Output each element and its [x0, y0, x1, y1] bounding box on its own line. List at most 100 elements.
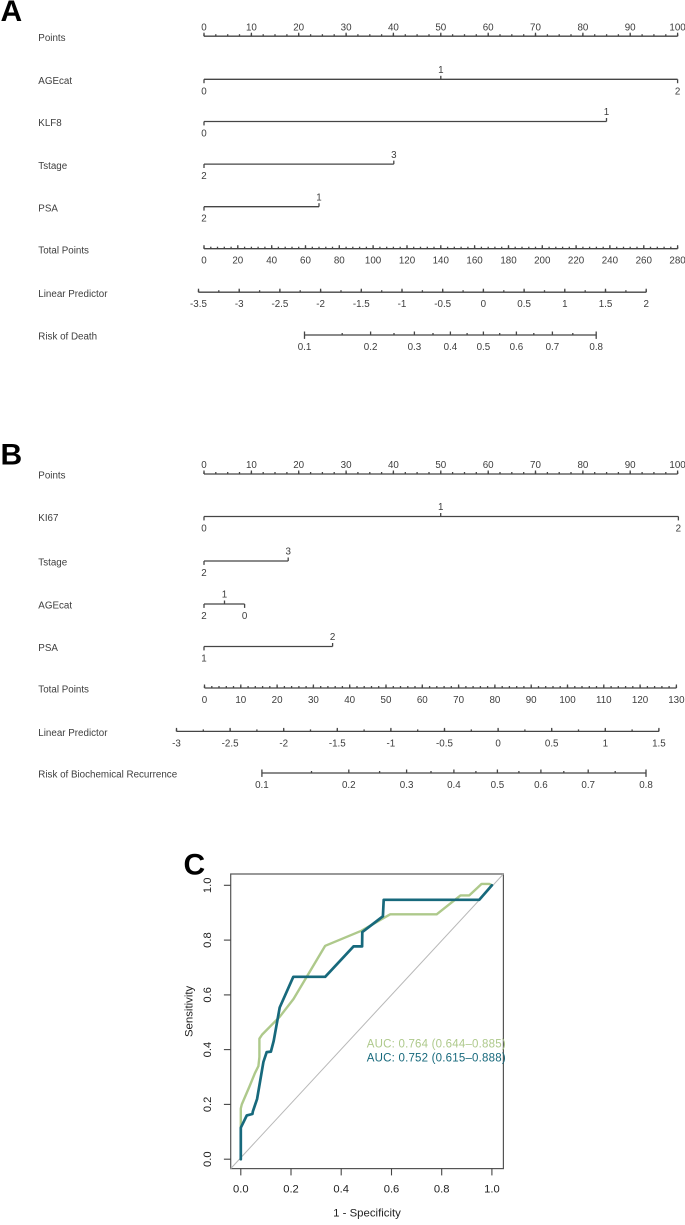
- svg-text:0.6: 0.6: [534, 780, 548, 791]
- svg-text:0.2: 0.2: [283, 1184, 299, 1196]
- svg-text:-2: -2: [316, 299, 325, 310]
- svg-text:1: 1: [604, 107, 609, 118]
- svg-text:20: 20: [293, 22, 304, 33]
- svg-text:-1: -1: [398, 299, 407, 310]
- svg-text:0.1: 0.1: [255, 780, 269, 791]
- svg-text:120: 120: [632, 695, 649, 706]
- svg-text:200: 200: [534, 256, 551, 267]
- svg-text:-0.5: -0.5: [434, 299, 451, 310]
- svg-text:90: 90: [625, 22, 636, 33]
- svg-text:0.0: 0.0: [233, 1184, 249, 1196]
- svg-text:70: 70: [530, 22, 541, 33]
- svg-text:0.7: 0.7: [581, 780, 595, 791]
- svg-text:AUC: 0.764 (0.644–0.885): AUC: 0.764 (0.644–0.885): [367, 1039, 506, 1051]
- svg-text:0.1: 0.1: [298, 342, 312, 353]
- svg-text:0.8: 0.8: [589, 342, 603, 353]
- svg-text:-1: -1: [387, 738, 396, 749]
- svg-text:1: 1: [438, 502, 443, 513]
- svg-text:1: 1: [603, 738, 608, 749]
- svg-text:2: 2: [643, 299, 648, 310]
- svg-text:50: 50: [435, 460, 446, 471]
- svg-text:1.0: 1.0: [484, 1184, 500, 1196]
- svg-text:0: 0: [201, 524, 207, 535]
- svg-text:80: 80: [577, 460, 588, 471]
- svg-text:AGEcat: AGEcat: [38, 76, 72, 87]
- svg-text:0.8: 0.8: [202, 932, 214, 948]
- svg-text:1: 1: [316, 192, 321, 203]
- svg-text:280: 280: [669, 256, 685, 267]
- svg-text:30: 30: [308, 695, 319, 706]
- svg-text:Linear Predictor: Linear Predictor: [38, 728, 108, 739]
- svg-text:0.4: 0.4: [444, 342, 458, 353]
- svg-text:PSA: PSA: [38, 203, 58, 214]
- svg-text:100: 100: [669, 22, 685, 33]
- svg-text:0.4: 0.4: [333, 1184, 349, 1196]
- svg-text:AUC: 0.752 (0.615–0.888): AUC: 0.752 (0.615–0.888): [367, 1053, 506, 1065]
- svg-text:2: 2: [201, 214, 206, 225]
- svg-text:0.2: 0.2: [364, 342, 378, 353]
- svg-text:Total Points: Total Points: [38, 685, 89, 696]
- svg-text:10: 10: [246, 460, 257, 471]
- svg-text:A: A: [1, 0, 23, 28]
- svg-text:2: 2: [675, 86, 680, 97]
- svg-text:B: B: [1, 439, 23, 472]
- svg-text:0.5: 0.5: [491, 780, 505, 791]
- svg-text:1 - Specificity: 1 - Specificity: [333, 1208, 401, 1220]
- svg-text:100: 100: [559, 695, 576, 706]
- svg-text:20: 20: [272, 695, 283, 706]
- svg-text:Sensitivity: Sensitivity: [184, 985, 196, 1037]
- svg-text:Tstage: Tstage: [38, 558, 67, 569]
- svg-text:Linear Predictor: Linear Predictor: [38, 289, 108, 300]
- svg-text:60: 60: [483, 460, 494, 471]
- svg-text:140: 140: [433, 256, 450, 267]
- svg-text:1.0: 1.0: [202, 878, 214, 894]
- svg-text:50: 50: [435, 22, 446, 33]
- svg-text:-3: -3: [235, 299, 244, 310]
- svg-text:Total Points: Total Points: [38, 245, 89, 256]
- svg-text:0.5: 0.5: [517, 299, 531, 310]
- svg-text:Risk of Death: Risk of Death: [38, 332, 97, 343]
- svg-text:70: 70: [453, 695, 464, 706]
- svg-text:C: C: [184, 848, 206, 881]
- svg-text:0.8: 0.8: [639, 780, 653, 791]
- svg-text:-2.5: -2.5: [271, 299, 288, 310]
- svg-text:0: 0: [201, 460, 207, 471]
- svg-text:90: 90: [625, 460, 636, 471]
- svg-text:3: 3: [391, 150, 397, 161]
- svg-text:0: 0: [201, 86, 207, 97]
- svg-text:1.5: 1.5: [652, 738, 666, 749]
- svg-text:-1.5: -1.5: [329, 738, 346, 749]
- svg-text:0.2: 0.2: [202, 1097, 214, 1113]
- svg-text:-3.5: -3.5: [190, 299, 207, 310]
- svg-text:60: 60: [483, 22, 494, 33]
- svg-text:2: 2: [201, 611, 206, 622]
- svg-text:-1.5: -1.5: [353, 299, 370, 310]
- svg-text:1: 1: [222, 590, 227, 601]
- svg-text:1.5: 1.5: [599, 299, 613, 310]
- svg-text:100: 100: [669, 460, 685, 471]
- svg-text:2: 2: [201, 568, 206, 579]
- svg-text:80: 80: [577, 22, 588, 33]
- svg-text:50: 50: [381, 695, 392, 706]
- svg-text:AGEcat: AGEcat: [38, 601, 72, 612]
- svg-text:2: 2: [676, 524, 681, 535]
- svg-text:10: 10: [235, 695, 246, 706]
- svg-text:20: 20: [293, 460, 304, 471]
- svg-text:80: 80: [489, 695, 500, 706]
- svg-text:70: 70: [530, 460, 541, 471]
- svg-text:0: 0: [242, 611, 248, 622]
- svg-text:260: 260: [636, 256, 653, 267]
- svg-text:Points: Points: [38, 471, 65, 482]
- svg-text:40: 40: [266, 256, 277, 267]
- svg-text:0.3: 0.3: [400, 780, 414, 791]
- svg-text:2: 2: [201, 171, 206, 182]
- svg-text:40: 40: [388, 460, 399, 471]
- svg-text:0.0: 0.0: [202, 1151, 214, 1167]
- svg-text:0.6: 0.6: [202, 987, 214, 1003]
- svg-text:240: 240: [602, 256, 619, 267]
- svg-text:160: 160: [466, 256, 483, 267]
- svg-text:80: 80: [334, 256, 345, 267]
- svg-text:60: 60: [300, 256, 311, 267]
- svg-text:0.6: 0.6: [510, 342, 524, 353]
- svg-text:0.4: 0.4: [202, 1042, 214, 1058]
